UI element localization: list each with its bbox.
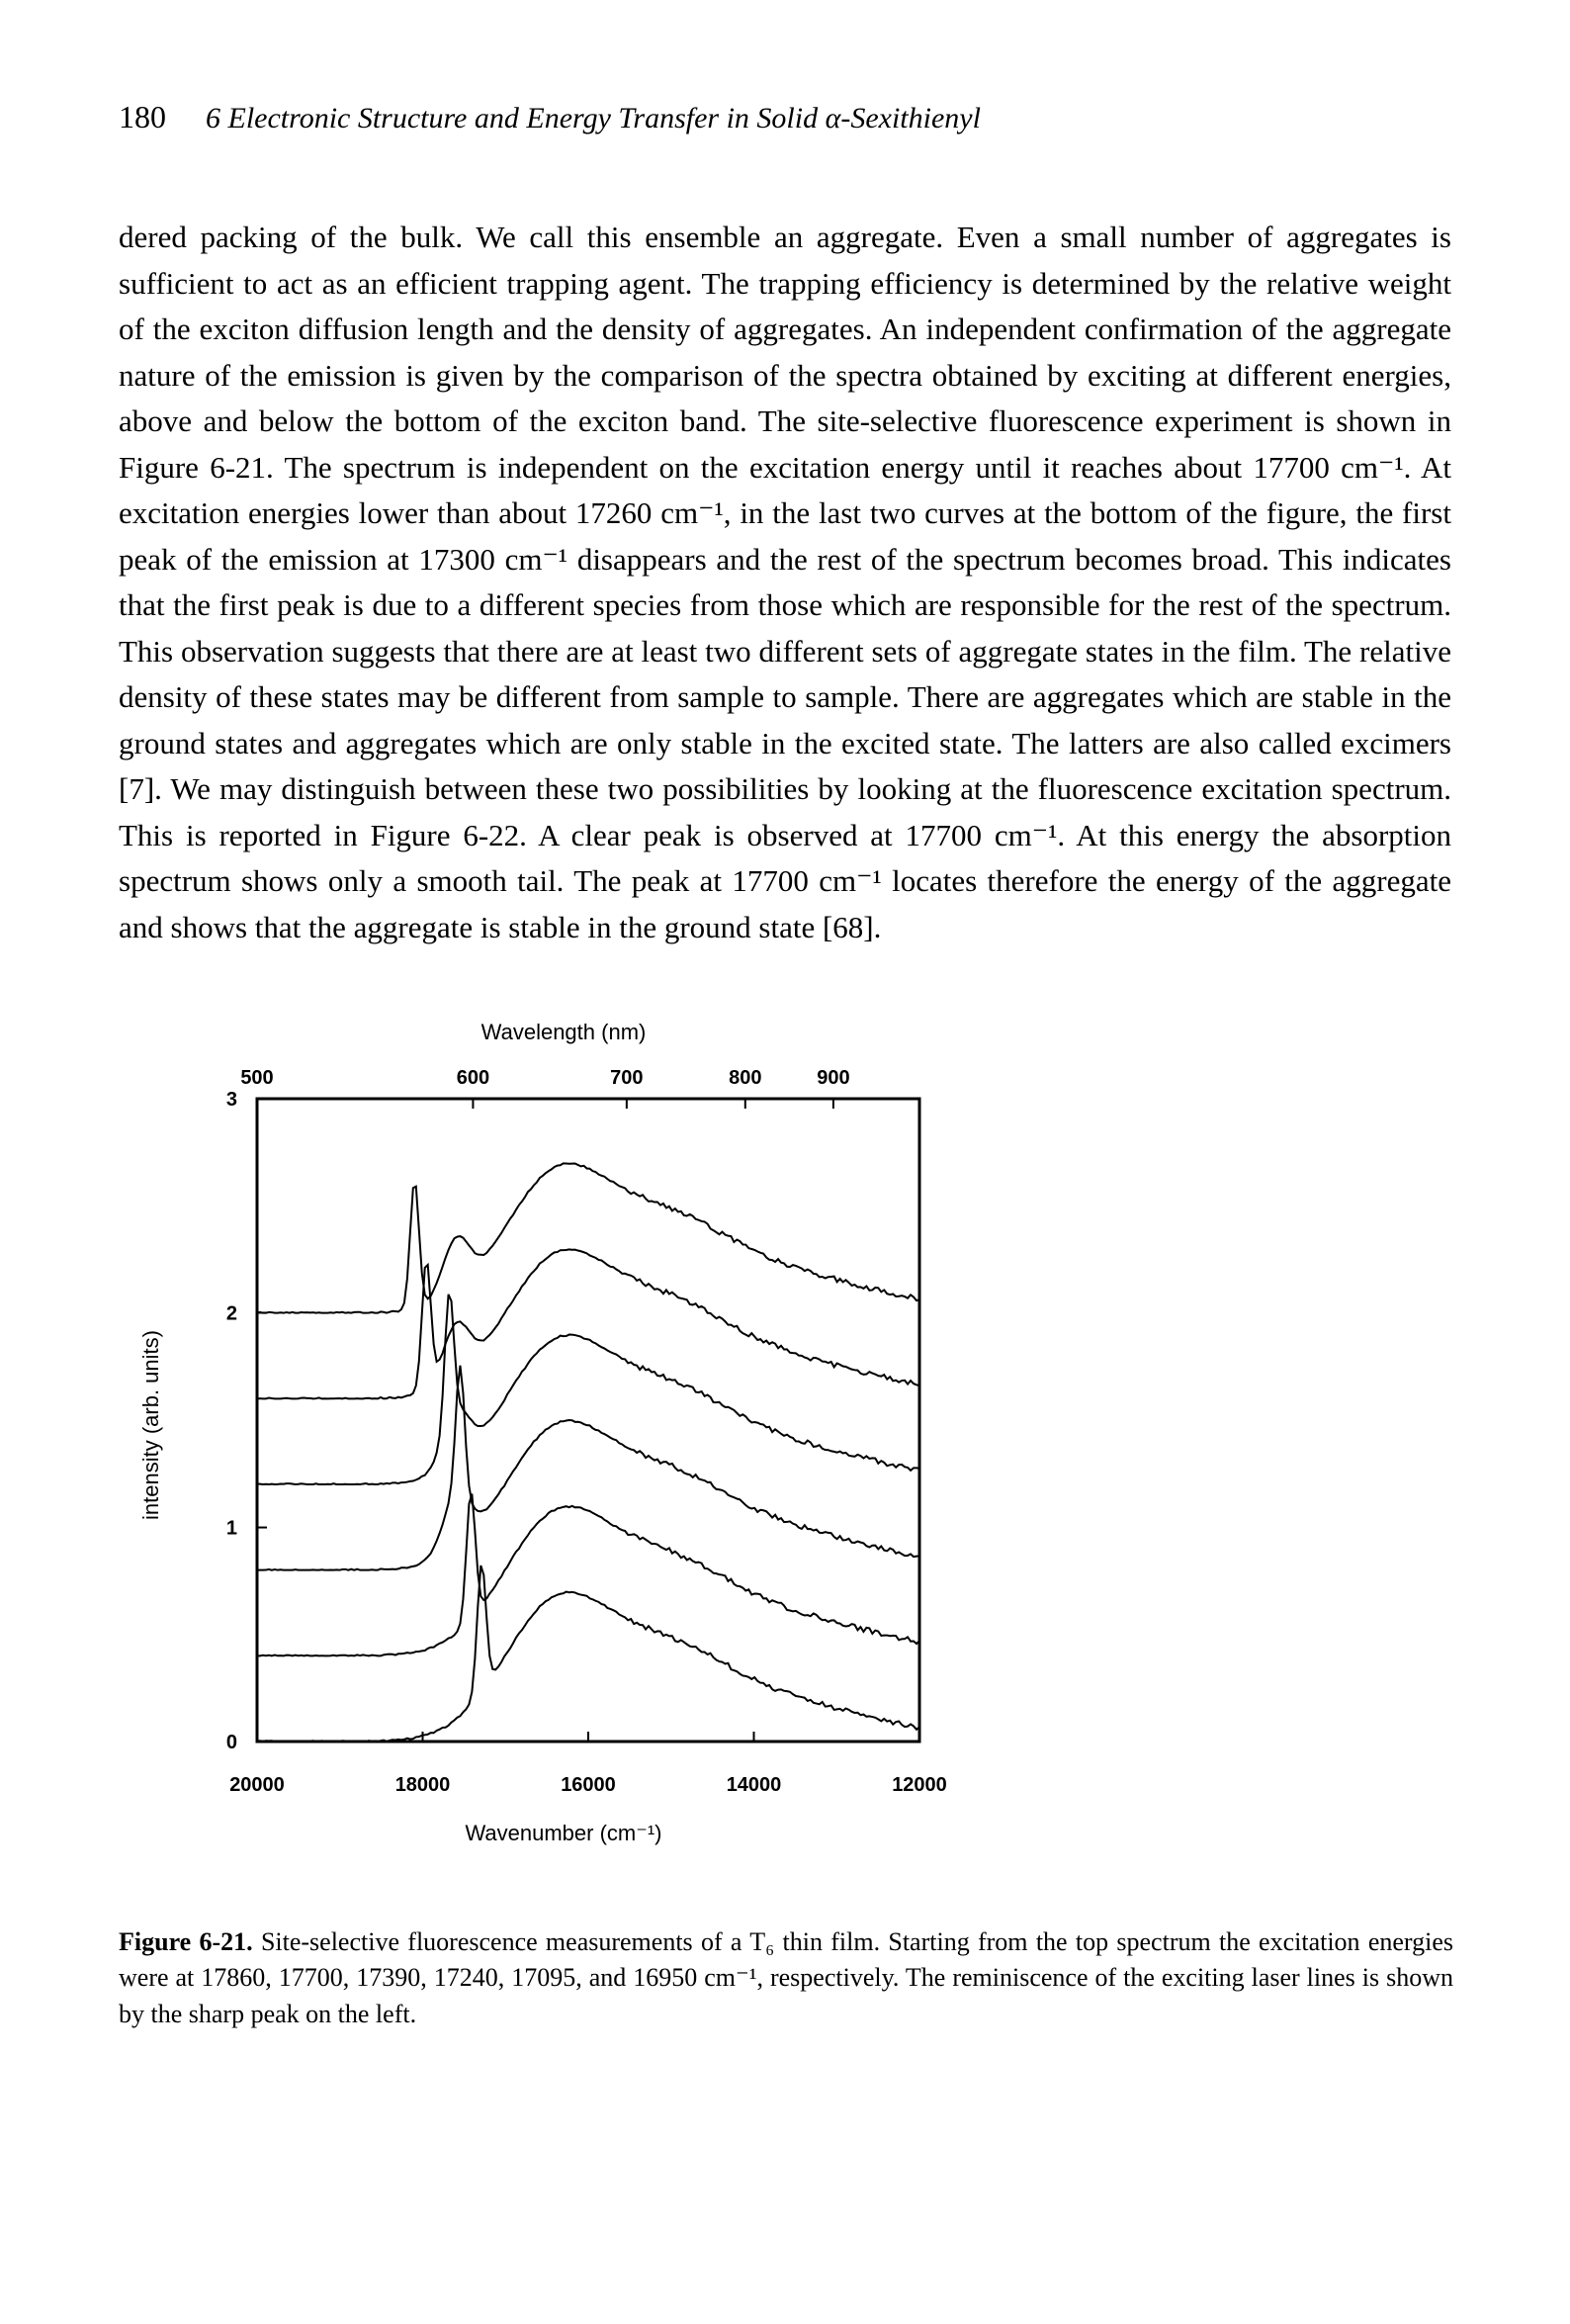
bottom-axis-label: Wavenumber (cm⁻¹): [465, 1821, 661, 1845]
svg-text:2: 2: [226, 1302, 237, 1324]
spectra-chart: Wavelength (nm) 500 600 700 800 900 0 1 2 3 int…: [119, 1010, 1008, 1900]
spectrum-curve: [257, 1163, 919, 1312]
left-ticks: 0 1 2 3: [226, 1089, 267, 1753]
svg-text:800: 800: [729, 1067, 761, 1089]
spectrum-curve: [257, 1494, 919, 1656]
figure-caption: Figure 6-21. Site-selective fluorescence…: [119, 1924, 1453, 2032]
figure-caption-text: Site-selective fluorescence measurements…: [119, 1927, 1453, 2028]
figure-label: Figure 6-21.: [119, 1927, 253, 1956]
page-header: 180 6 Electronic Structure and Energy Tr…: [119, 99, 1451, 135]
top-ticks: 500 600 700 800 900: [240, 1067, 849, 1109]
svg-text:0: 0: [226, 1732, 237, 1753]
spectrum-curve: [257, 1295, 919, 1484]
body-paragraph: dered packing of the bulk. We call this …: [119, 215, 1451, 950]
page-number: 180: [119, 99, 166, 135]
svg-text:500: 500: [240, 1067, 273, 1089]
svg-text:600: 600: [457, 1067, 489, 1089]
figure-6-21: Wavelength (nm) 500 600 700 800 900 0 1 2 3 int…: [119, 1010, 1008, 1905]
spectra-curves: [257, 1163, 919, 1742]
top-axis-label: Wavelength (nm): [481, 1020, 647, 1044]
spectrum-curve: [257, 1249, 919, 1398]
svg-text:700: 700: [610, 1067, 643, 1089]
plot-frame: [257, 1099, 919, 1742]
svg-text:20000: 20000: [229, 1774, 285, 1796]
chapter-title: 6 Electronic Structure and Energy Transf…: [206, 102, 981, 135]
svg-text:16000: 16000: [561, 1774, 616, 1796]
svg-text:3: 3: [226, 1089, 237, 1111]
left-axis-label: intensity (arb. units): [138, 1330, 163, 1520]
svg-text:18000: 18000: [395, 1774, 451, 1796]
svg-text:900: 900: [817, 1067, 849, 1089]
svg-text:1: 1: [226, 1518, 237, 1540]
spectrum-curve: [257, 1366, 919, 1570]
svg-text:14000: 14000: [727, 1774, 782, 1796]
svg-text:12000: 12000: [892, 1774, 947, 1796]
spectrum-curve: [257, 1565, 919, 1742]
